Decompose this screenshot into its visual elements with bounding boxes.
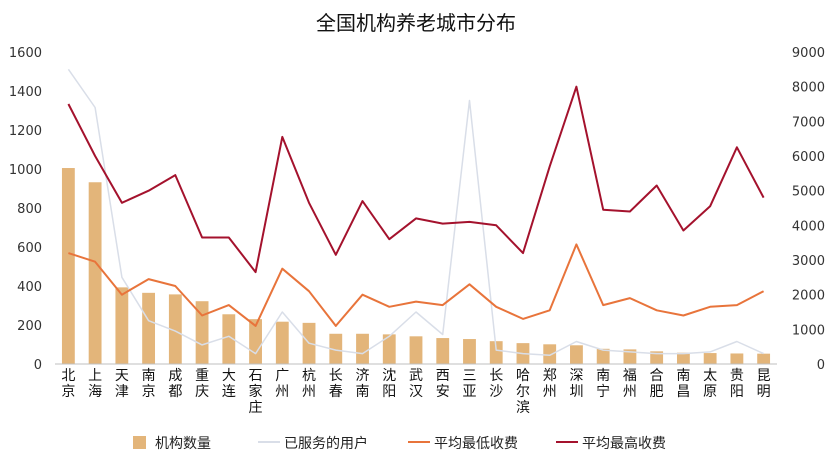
bar <box>596 348 610 364</box>
right-tick-label: 8000 <box>792 81 825 96</box>
right-tick-label: 1000 <box>792 323 825 338</box>
bar <box>115 287 129 364</box>
category-label: 成都 <box>168 368 182 400</box>
right-axis: 0 1000 2000 3000 4000 5000 6000 7000 8000 9000 <box>792 46 825 373</box>
category-label: 天津 <box>115 368 129 400</box>
left-tick-label: 1600 <box>9 46 42 61</box>
bar <box>329 333 343 364</box>
legend-swatch <box>133 436 146 449</box>
chart-title: 全国机构养老城市分布 <box>316 11 516 35</box>
left-tick-label: 1400 <box>9 85 42 100</box>
right-tick-label: 4000 <box>792 219 825 234</box>
category-label: 福州 <box>623 368 637 400</box>
category-label: 郑州 <box>543 368 557 400</box>
category-label: 济南 <box>356 368 370 400</box>
category-label: 贵阳 <box>730 368 744 400</box>
category-label: 昆明 <box>757 368 771 400</box>
category-label: 石家庄 <box>249 368 263 416</box>
bar <box>730 353 744 364</box>
category-label: 大连 <box>222 368 236 400</box>
left-tick-label: 1000 <box>9 163 42 178</box>
bar <box>703 353 717 364</box>
category-label: 南昌 <box>676 368 690 400</box>
right-tick-label: 5000 <box>792 185 825 200</box>
category-label: 武汉 <box>409 368 423 400</box>
category-label: 北京 <box>61 368 75 400</box>
bar <box>88 182 102 364</box>
bar <box>650 351 664 364</box>
category-label: 南宁 <box>596 368 610 400</box>
line-series <box>67 68 765 357</box>
left-axis: 0 200 400 600 800 1000 1200 1400 1600 <box>9 46 42 373</box>
left-tick-label: 200 <box>17 319 42 334</box>
category-label: 广州 <box>275 368 289 400</box>
category-label: 哈尔滨 <box>516 368 530 416</box>
category-label: 杭州 <box>302 368 316 400</box>
right-tick-label: 0 <box>817 358 825 373</box>
category-label: 深圳 <box>569 368 583 400</box>
series-line <box>67 68 764 357</box>
bar <box>543 344 557 364</box>
bar <box>436 338 450 364</box>
left-tick-label: 400 <box>17 280 42 295</box>
bar <box>195 301 209 364</box>
category-label: 合肥 <box>650 368 664 400</box>
bar <box>382 334 396 364</box>
category-label: 长沙 <box>489 368 503 400</box>
right-tick-label: 7000 <box>792 115 825 130</box>
category-label: 沈阳 <box>382 368 396 400</box>
series-line <box>67 85 765 274</box>
bar <box>676 352 690 364</box>
bar <box>623 349 637 364</box>
right-tick-label: 2000 <box>792 289 825 304</box>
right-tick-label: 6000 <box>792 150 825 165</box>
bar-series <box>61 168 771 364</box>
bar <box>168 294 182 364</box>
series-line <box>68 243 765 327</box>
legend: 机构数量 已服务的用户 平均最低收费 平均最高收费 <box>133 435 666 452</box>
bar <box>409 336 423 364</box>
right-tick-label: 3000 <box>792 254 825 269</box>
bar <box>356 333 369 364</box>
right-tick-label: 9000 <box>792 46 825 61</box>
bar <box>142 292 156 364</box>
left-tick-label: 1200 <box>9 124 42 139</box>
bar <box>222 314 236 364</box>
bar <box>570 345 583 364</box>
legend-label: 已服务的用户 <box>284 435 368 452</box>
legend-label: 平均最高收费 <box>582 435 666 452</box>
bar <box>249 319 262 364</box>
legend-label: 机构数量 <box>155 436 211 452</box>
left-tick-label: 800 <box>17 202 42 217</box>
category-label: 重庆 <box>195 368 209 400</box>
left-tick-label: 0 <box>34 358 42 373</box>
x-axis: 北京上海天津南京成都重庆大连石家庄广州杭州长春济南沈阳武汉西安三亚长沙哈尔滨郑州… <box>61 368 770 416</box>
bar <box>275 321 289 364</box>
legend-label: 平均最低收费 <box>434 436 518 452</box>
bar <box>757 353 771 364</box>
left-tick-label: 600 <box>17 241 42 256</box>
bar <box>61 168 75 364</box>
category-label: 长春 <box>329 368 343 400</box>
category-label: 西安 <box>436 368 450 400</box>
category-label: 三亚 <box>462 368 476 400</box>
category-label: 南京 <box>142 368 156 400</box>
bar <box>463 339 476 364</box>
category-label: 上海 <box>88 368 102 400</box>
category-label: 太原 <box>703 368 717 400</box>
bar <box>489 341 503 364</box>
